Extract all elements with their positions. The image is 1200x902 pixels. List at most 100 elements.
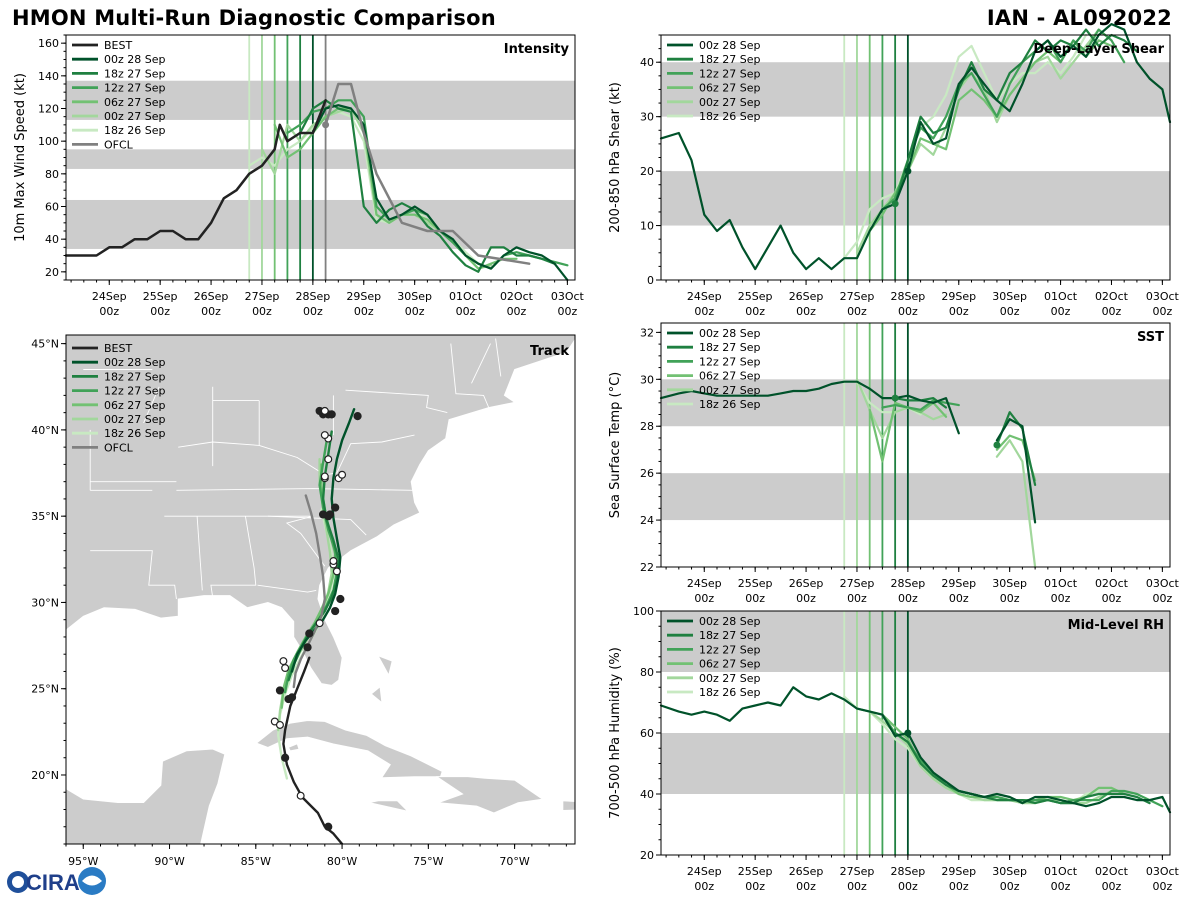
- rh-xtick-hour: 00z: [1102, 880, 1122, 893]
- intensity-xtick-label: 27Sep: [245, 290, 280, 303]
- shear-xtick-hour: 00z: [898, 305, 918, 318]
- shear-panel: [656, 23, 1172, 285]
- rh-xtick-label: 24Sep: [687, 865, 722, 878]
- shear-xtick-hour: 00z: [1000, 305, 1020, 318]
- bahamas-2: [370, 686, 383, 704]
- shear-legend-label: 06z 27 Sep: [699, 82, 761, 95]
- track-frame: [65, 334, 576, 845]
- track-title: Track: [530, 344, 569, 359]
- sst-xtick-hour: 00z: [1000, 592, 1020, 605]
- track-legend-label: 06z 27 Sep: [104, 399, 166, 412]
- shear-legend-label: 00z 27 Sep: [699, 96, 761, 109]
- rh-xtick-label: 03Oct: [1146, 865, 1180, 878]
- intensity-series-ofcl: [324, 82, 531, 265]
- rh-title: Mid-Level RH: [1068, 618, 1164, 633]
- storm-title: IAN - AL092022: [986, 6, 1172, 30]
- track-panel: [61, 334, 576, 849]
- track-xtick-label: 75°W: [413, 855, 443, 868]
- intensity-title: Intensity: [504, 42, 570, 57]
- sst-series-12z-27-sep: [881, 399, 960, 411]
- intensity-xtick-hour: 00z: [201, 305, 221, 318]
- shear-xtick-hour: 00z: [1152, 305, 1172, 318]
- track-marker-open: [332, 567, 341, 576]
- sst-xtick-hour: 00z: [694, 592, 714, 605]
- track-xtick-label: 70°W: [499, 855, 529, 868]
- intensity-ytick-label: 140: [38, 70, 59, 83]
- rh-ytick-label: 60: [640, 727, 654, 740]
- rh-ytick-label: 20: [640, 849, 654, 862]
- sst-legend-label: 06z 27 Sep: [699, 370, 761, 383]
- shear-xtick-hour: 00z: [1051, 305, 1071, 318]
- rh-band: [661, 611, 1170, 672]
- intensity-ytick-label: 100: [38, 135, 59, 148]
- track-marker-open: [281, 664, 290, 673]
- track-legend-label: OFCL: [104, 441, 134, 454]
- cira-logo-text: CIRA: [26, 870, 80, 895]
- sst-ylabel: Sea Surface Temp (°C): [608, 372, 623, 519]
- rh-xtick-hour: 00z: [694, 880, 714, 893]
- track-xtick-label: 85°W: [241, 855, 271, 868]
- rh-legend-label: 00z 28 Sep: [699, 615, 761, 628]
- shear-xtick-label: 28Sep: [890, 290, 925, 303]
- state-border: [267, 515, 367, 536]
- intensity-xtick-hour: 00z: [456, 305, 476, 318]
- sst-ytick-label: 22: [640, 561, 654, 574]
- cuba: [255, 720, 443, 779]
- intensity-xtick-hour: 00z: [557, 305, 577, 318]
- intensity-xtick-hour: 00z: [252, 305, 272, 318]
- sst-legend-label: 12z 27 Sep: [699, 355, 761, 368]
- rh-legend-label: 18z 27 Sep: [699, 629, 761, 642]
- rh-ylabel: 700-500 hPa Humidity (%): [608, 647, 623, 819]
- sst-xtick-hour: 00z: [1152, 592, 1172, 605]
- track-marker-filled: [324, 512, 333, 521]
- shear-xtick-hour: 00z: [796, 305, 816, 318]
- track-marker-filled: [331, 503, 340, 512]
- sst-xtick-label: 27Sep: [840, 577, 875, 590]
- track-ytick-label: 20°N: [31, 769, 59, 782]
- shear-xtick-hour: 00z: [949, 305, 969, 318]
- state-border: [196, 516, 203, 591]
- shear-series-18z-26-sep: [843, 33, 1088, 260]
- shear-xtick-label: 03Oct: [1146, 290, 1180, 303]
- state-border: [210, 516, 257, 598]
- bahamas-1: [377, 655, 393, 676]
- shear-ytick-label: 20: [640, 165, 654, 178]
- rh-xtick-label: 01Oct: [1044, 865, 1078, 878]
- tracks: [270, 406, 362, 844]
- intensity-ytick-label: 60: [45, 201, 59, 214]
- intensity-legend-label: 18z 26 Sep: [104, 124, 166, 137]
- rh-ytick-label: 40: [640, 788, 654, 801]
- sst-title: SST: [1137, 330, 1164, 345]
- shear-xtick-label: 30Sep: [992, 290, 1027, 303]
- state-border: [450, 343, 490, 408]
- intensity-ofcl-marker: [322, 121, 330, 129]
- shear-ytick-label: 10: [640, 220, 654, 233]
- track-marker-open: [279, 657, 288, 666]
- rh-xtick-hour: 00z: [898, 880, 918, 893]
- rh-ytick-label: 100: [633, 605, 654, 618]
- track-marker-filled: [353, 411, 362, 421]
- shear-ylabel: 200-850 hPa Shear (kt): [608, 82, 623, 233]
- track-marker-open: [329, 557, 338, 566]
- shear-legend-label: 12z 27 Sep: [699, 67, 761, 80]
- intensity-ytick-label: 40: [45, 233, 59, 246]
- sst-xtick-label: 01Oct: [1044, 577, 1078, 590]
- sst-xtick-label: 28Sep: [890, 577, 925, 590]
- intensity-ytick-label: 20: [45, 266, 59, 279]
- shear-xtick-label: 27Sep: [840, 290, 875, 303]
- sst-frame: [660, 322, 1171, 568]
- sst-xtick-hour: 00z: [898, 592, 918, 605]
- shear-xtick-label: 26Sep: [789, 290, 824, 303]
- sst-ytick-label: 30: [640, 373, 654, 386]
- rh-series-18z-27-sep: [893, 731, 1151, 805]
- intensity-series-18z-27-sep: [299, 99, 556, 273]
- track-ytick-label: 35°N: [31, 510, 59, 523]
- sst-legend-label: 00z 28 Sep: [699, 327, 761, 340]
- intensity-legend-label: 00z 28 Sep: [104, 53, 166, 66]
- state-border: [257, 584, 317, 593]
- state-border: [471, 343, 491, 384]
- rh-xtick-hour: 00z: [847, 880, 867, 893]
- rh-panel: [656, 610, 1172, 860]
- sst-xtick-hour: 00z: [1102, 592, 1122, 605]
- intensity-xtick-label: 25Sep: [143, 290, 178, 303]
